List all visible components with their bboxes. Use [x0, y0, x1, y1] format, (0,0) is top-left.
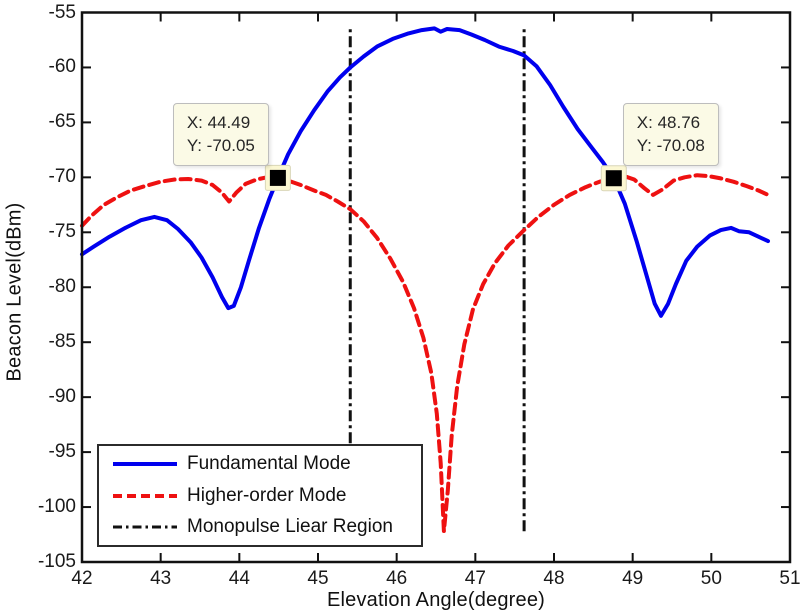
x-tick-label-42: 42 [71, 568, 93, 589]
legend-sample-solid-line [113, 462, 177, 466]
datatip-marker-0[interactable] [269, 169, 286, 186]
y-tick-label--100: -100 [37, 496, 76, 518]
legend-row-higher-order-mode: Higher-order Mode [99, 480, 421, 511]
legend-row-fundamental-mode: Fundamental Mode [99, 449, 421, 480]
datatip-marker-1[interactable] [605, 170, 622, 187]
x-tick-label-46: 46 [386, 568, 408, 589]
y-tick-label--65: -65 [48, 111, 76, 133]
x-tick-label-47: 47 [464, 568, 486, 589]
y-tick-label--80: -80 [48, 276, 76, 298]
y-tick-label--85: -85 [48, 331, 76, 353]
y-tick-label--105: -105 [37, 551, 76, 572]
x-tick-label-43: 43 [150, 568, 172, 589]
y-tick-label--70: -70 [48, 166, 76, 188]
legend-label-monopulse-linear-region: Monopulse Liear Region [187, 516, 393, 537]
y-tick-label--90: -90 [48, 386, 76, 408]
legend-row-monopulse-linear-region: Monopulse Liear Region [99, 512, 421, 543]
x-tick-label-51: 51 [779, 568, 800, 589]
legend-sample-dashed-line [113, 493, 177, 498]
x-tick-label-48: 48 [543, 568, 565, 589]
y-tick-label--55: -55 [48, 1, 76, 23]
legend-label-higher-order-mode: Higher-order Mode [187, 484, 347, 506]
y-axis-label: Beacon Level(dBm) [3, 202, 26, 382]
series-line-higher-order-mode [80, 173, 770, 534]
y-tick-label--60: -60 [48, 56, 76, 78]
datatip-right-y-value: Y: -70.08 [636, 136, 705, 156]
datatip-left-x-value: X: 44.49 [186, 112, 251, 132]
x-tick-label-49: 49 [622, 568, 644, 589]
legend[interactable]: Fundamental Mode Higher-order Mode Monop… [97, 444, 423, 547]
datatip-right[interactable]: X: 48.76 Y: -70.08 [622, 103, 719, 167]
legend-sample-dashdot-line [113, 525, 177, 529]
axes-frame [80, 11, 792, 564]
x-tick-label-44: 44 [228, 568, 250, 589]
datatip-left[interactable]: X: 44.49 Y: -70.05 [172, 102, 269, 166]
legend-label-fundamental-mode: Fundamental Mode [187, 453, 351, 474]
x-axis-label: Elevation Angle(degree) [326, 589, 546, 611]
y-tick-label--95: -95 [48, 441, 76, 463]
x-tick-label-50: 50 [700, 568, 722, 589]
datatip-left-y-value: Y: -70.05 [186, 135, 255, 155]
series-line-fundamental-mode [80, 26, 770, 318]
x-tick-label-45: 45 [307, 568, 329, 589]
y-tick-label--75: -75 [48, 221, 76, 243]
datatip-right-x-value: X: 48.76 [636, 113, 701, 133]
